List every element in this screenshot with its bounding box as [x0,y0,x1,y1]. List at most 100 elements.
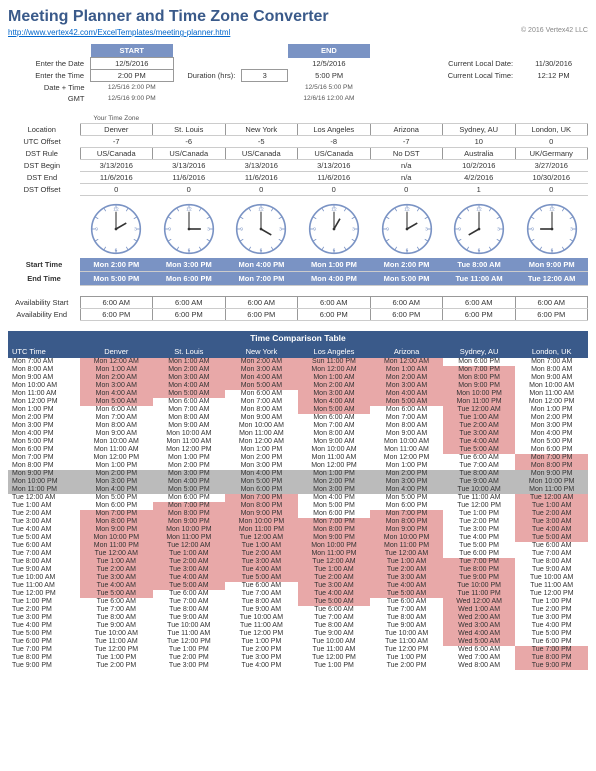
svg-text:6: 6 [478,247,481,253]
avail-end-input[interactable]: 6:00 PM [443,308,516,320]
time-row: Tue 8:00 PMTue 1:00 PMTue 2:00 PMTue 3:0… [8,654,588,662]
avail-start-input[interactable]: 6:00 AM [443,296,516,308]
time-row: Tue 6:00 AMMon 11:00 PMTue 12:00 AMTue 1… [8,542,588,550]
start-dt: 12/5/16 2:00 PM [91,82,174,93]
loc-rule[interactable]: US/Canada [298,147,371,159]
start-gmt: 12/5/16 9:00 PM [91,93,174,104]
loc-name[interactable]: St. Louis [153,123,226,135]
loc-offset: -8 [298,135,371,147]
svg-text:3: 3 [352,226,355,232]
loc-offset: -7 [80,135,153,147]
location-table: Your Time ZoneLocationDenverSt. LouisNew… [8,114,588,196]
loc-begin: 10/2/2016 [443,159,516,171]
avail-end-input[interactable]: 6:00 PM [298,308,371,320]
time-row: Mon 9:00 AMMon 2:00 AMMon 3:00 AMMon 4:0… [8,374,588,382]
start-date-input[interactable]: 12/5/2016 [91,58,174,70]
start-time-cell: Mon 4:00 PM [225,258,298,272]
loc-name[interactable]: Arizona [370,123,443,135]
svg-text:3: 3 [497,226,500,232]
clock-icon: 12369 [525,202,579,256]
end-time: 5:00 PM [288,70,371,82]
time-label: Enter the Time [8,70,91,82]
loc-end: 10/30/2016 [515,171,588,183]
loc-end: 11/6/2016 [298,171,371,183]
time-row: Mon 7:00 PMMon 12:00 PMMon 1:00 PMMon 2:… [8,454,588,462]
loc-rule[interactable]: US/Canada [80,147,153,159]
loc-begin: 3/13/2016 [225,159,298,171]
time-row: Mon 5:00 PMMon 10:00 AMMon 11:00 AMMon 1… [8,438,588,446]
svg-text:9: 9 [241,226,244,232]
start-time-input[interactable]: 2:00 PM [91,70,174,82]
end-date: 12/5/2016 [288,58,371,70]
row-label: DST Offset [8,183,80,195]
loc-name[interactable]: New York [225,123,298,135]
avail-start-input[interactable]: 6:00 AM [80,296,153,308]
time-row: Mon 10:00 PMMon 3:00 PMMon 4:00 PMMon 5:… [8,478,588,486]
loc-header: Los Angeles [298,345,371,358]
end-time-cell: Tue 11:00 AM [443,271,516,285]
loc-header: London, UK [515,345,588,358]
avail-start-input[interactable]: 6:00 AM [515,296,588,308]
svg-text:3: 3 [134,226,137,232]
end-time-cell: Mon 5:00 PM [80,271,153,285]
loc-name[interactable]: London, UK [515,123,588,135]
time-row: Mon 6:00 PMMon 11:00 AMMon 12:00 PMMon 1… [8,446,588,454]
time-row: Tue 10:00 AMTue 3:00 AMTue 4:00 AMTue 5:… [8,574,588,582]
avail-end-input[interactable]: 6:00 PM [515,308,588,320]
source-link[interactable]: http://www.vertex42.com/ExcelTemplates/m… [8,28,230,37]
loc-header: Denver [80,345,153,358]
avail-start-input[interactable]: 6:00 AM [225,296,298,308]
start-time-cell: Tue 8:00 AM [443,258,516,272]
svg-text:3: 3 [279,226,282,232]
loc-name[interactable]: Denver [80,123,153,135]
gmt-label: GMT [8,93,91,104]
svg-text:6: 6 [187,247,190,253]
time-row: Tue 2:00 AMMon 7:00 PMMon 8:00 PMMon 9:0… [8,510,588,518]
time-row: Tue 7:00 AMTue 12:00 AMTue 1:00 AMTue 2:… [8,550,588,558]
svg-text:6: 6 [550,247,553,253]
loc-rule[interactable]: US/Canada [153,147,226,159]
start-time-cell: Mon 9:00 PM [515,258,588,272]
time-row: Tue 5:00 AMMon 10:00 PMMon 11:00 PMTue 1… [8,534,588,542]
loc-end: 11/6/2016 [80,171,153,183]
loc-offset: 0 [515,135,588,147]
svg-text:6: 6 [333,247,336,253]
end-gmt: 12/6/16 12:00 AM [288,93,371,104]
duration-label: Duration (hrs): [173,70,242,82]
loc-rule[interactable]: UK/Germany [515,147,588,159]
duration-input[interactable]: 3 [242,70,288,82]
date-label: Enter the Date [8,58,91,70]
loc-offset: 10 [443,135,516,147]
start-header: START [91,44,174,58]
time-row: Tue 1:00 PMTue 6:00 AMTue 7:00 AMTue 8:0… [8,598,588,606]
loc-dst: 0 [153,183,226,195]
loc-name[interactable]: Sydney, AU [443,123,516,135]
start-time-cell: Mon 2:00 PM [370,258,443,272]
avail-start-input[interactable]: 6:00 AM [298,296,371,308]
time-row: Mon 9:00 PMMon 2:00 PMMon 3:00 PMMon 4:0… [8,470,588,478]
svg-text:9: 9 [386,226,389,232]
avail-start-input[interactable]: 6:00 AM [153,296,226,308]
time-row: Tue 5:00 PMTue 10:00 AMTue 11:00 AMTue 1… [8,630,588,638]
comparison-table: UTC TimeDenverSt. LouisNew YorkLos Angel… [8,345,588,670]
svg-text:6: 6 [405,247,408,253]
avail-end-input[interactable]: 6:00 PM [370,308,443,320]
loc-rule[interactable]: US/Canada [225,147,298,159]
cur-date: 11/30/2016 [519,58,588,70]
cur-time-label: Current Local Time: [416,70,519,82]
loc-name[interactable]: Los Angeles [298,123,371,135]
time-row: Mon 10:00 AMMon 3:00 AMMon 4:00 AMMon 5:… [8,382,588,390]
avail-start-input[interactable]: 6:00 AM [370,296,443,308]
clock-icon: 12369 [307,202,361,256]
time-row: Tue 9:00 PMTue 2:00 PMTue 3:00 PMTue 4:0… [8,662,588,670]
clock-row: 12369123691236912369123691236912369 [80,202,588,256]
avail-end-input[interactable]: 6:00 PM [225,308,298,320]
loc-rule[interactable]: Australia [443,147,516,159]
time-row: Mon 4:00 PMMon 9:00 AMMon 10:00 AMMon 11… [8,430,588,438]
svg-text:9: 9 [313,226,316,232]
avail-end-input[interactable]: 6:00 PM [80,308,153,320]
start-time-cell: Mon 3:00 PM [153,258,226,272]
loc-end: 4/2/2016 [443,171,516,183]
loc-rule[interactable]: No DST [370,147,443,159]
avail-end-input[interactable]: 6:00 PM [153,308,226,320]
